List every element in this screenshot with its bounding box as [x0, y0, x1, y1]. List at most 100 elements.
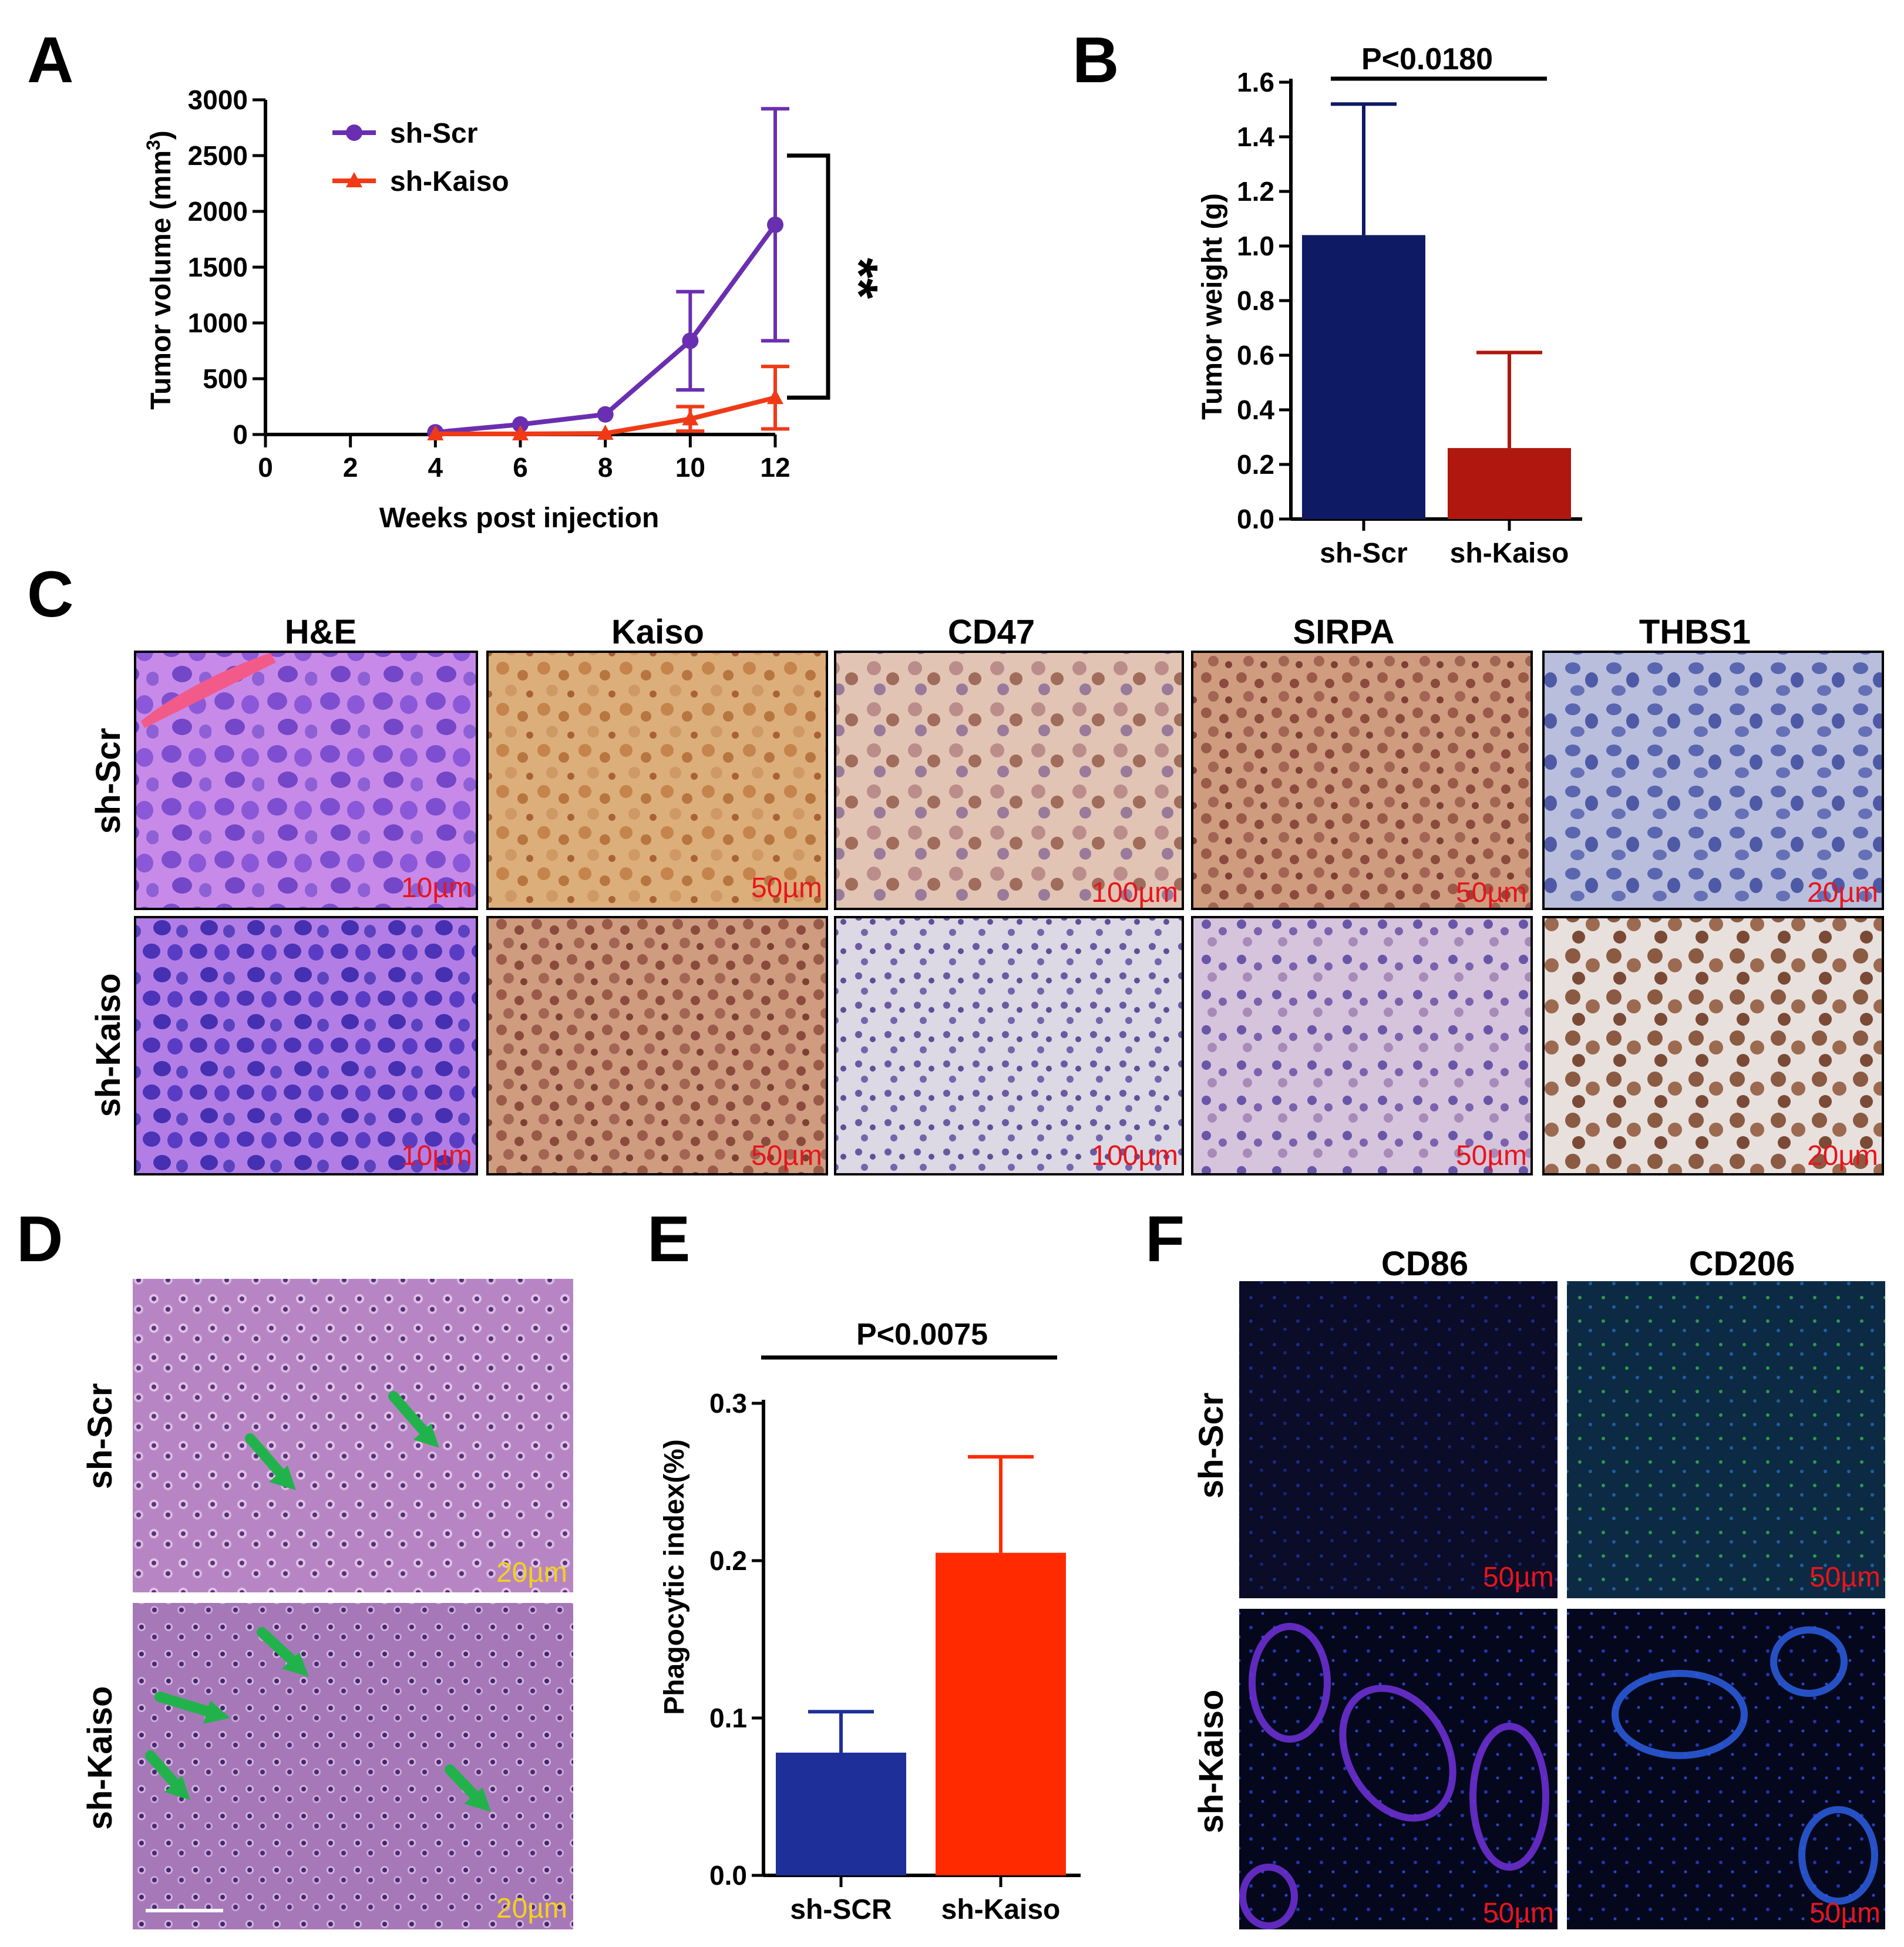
chart-b-ytick-label: 0.8 — [1237, 285, 1274, 316]
data-point — [512, 416, 529, 433]
bar-sh-Kaiso — [1448, 448, 1571, 519]
micrograph-he-sh-scr — [133, 1279, 573, 1592]
if-image-cd86-sh-kaiso — [1239, 1609, 1557, 1929]
chart-e-ytick-label: 0.2 — [709, 1545, 747, 1576]
he-arrow-panel: sh-Scr sh-Kaiso 20µm 20µm — [81, 1279, 573, 1929]
chart-a-ytick-label: 0 — [233, 419, 248, 450]
arrow-icon — [154, 1692, 216, 1717]
chart-b-ytick-label: 1.4 — [1237, 122, 1274, 152]
chart-a-xtick-label: 12 — [760, 452, 790, 483]
row-label-sh-kaiso: sh-Kaiso — [81, 1686, 119, 1830]
micrograph-sirpa-sh-scr — [1191, 651, 1533, 910]
tissue-structure — [1469, 1723, 1549, 1871]
micrograph-thbs1-sh-scr — [1542, 651, 1884, 910]
row-label-sh-scr: sh-Scr — [89, 728, 127, 834]
scale-label: 50µm — [751, 1140, 822, 1171]
significance-bracket — [787, 153, 830, 400]
chart-a-xlabel: Weeks post injection — [379, 503, 660, 534]
scale-label: 50µm — [1809, 1562, 1881, 1593]
data-point — [767, 216, 783, 233]
legend-marker — [346, 172, 362, 187]
series-line-sh-Scr — [435, 223, 778, 435]
scale-label: 100µm — [1091, 877, 1178, 908]
panel-label-e: E — [647, 1203, 690, 1275]
panel-label-f: F — [1145, 1203, 1185, 1275]
legend-label: sh-Kaiso — [390, 166, 509, 197]
data-point — [682, 332, 699, 349]
col-header-cd86: CD86 — [1381, 1245, 1468, 1283]
if-image-cd86-sh-scr — [1239, 1281, 1557, 1598]
tumor-weight-bar-chart: Tumor weight (g) P<0.0180 0.0 0.2 0.4 0.6 0.… — [1197, 42, 1582, 569]
category-label: sh-Scr — [1320, 538, 1407, 569]
panel-label-d: D — [16, 1203, 63, 1275]
chart-b-ylabel: Tumor weight (g) — [1197, 193, 1228, 420]
scale-label: 10µm — [401, 1140, 472, 1171]
scale-label: 20µm — [496, 1557, 567, 1588]
scale-label: 50µm — [1456, 877, 1527, 908]
chart-e-pvalue: P<0.0075 — [856, 1318, 988, 1352]
arrow-icon — [245, 1433, 286, 1479]
micrograph-kaiso-sh-scr — [486, 651, 828, 910]
chart-a-ytick-label: 3000 — [188, 85, 248, 115]
arrow-head-icon — [269, 1466, 296, 1490]
scale-label: 10µm — [401, 873, 472, 904]
tissue-structure — [1770, 1626, 1848, 1697]
tumor-volume-line-chart: Tumor volume (mm3) Weeks post injection … — [143, 85, 888, 534]
row-label-sh-scr: sh-Scr — [1192, 1393, 1230, 1499]
scale-label: 20µm — [496, 1893, 567, 1924]
scale-label: 50µm — [751, 873, 822, 904]
panel-label-a: A — [27, 24, 73, 96]
arrow-head-icon — [282, 1652, 309, 1677]
micrograph-he-sh-scr — [134, 651, 478, 910]
scale-label: 50µm — [1483, 1898, 1554, 1929]
arrow-icon — [145, 1750, 181, 1790]
chart-e-ytick-label: 0.3 — [709, 1388, 747, 1419]
data-point — [682, 410, 699, 426]
scale-label: 50µm — [1456, 1140, 1527, 1171]
data-point — [597, 425, 614, 440]
arrow-head-icon — [464, 1787, 491, 1812]
chart-a-xtick-label: 2 — [343, 452, 358, 483]
micrograph-cd47-sh-scr — [834, 651, 1184, 910]
tissue-structure — [1339, 1685, 1456, 1822]
chart-b-ytick-label: 0.0 — [1237, 504, 1274, 534]
col-header-cd206: CD206 — [1689, 1245, 1795, 1283]
arrow-head-icon — [203, 1700, 230, 1724]
micrograph-thbs1-sh-kaiso — [1542, 916, 1884, 1175]
phagocytic-index-bar-chart: Phagocytic index(%) P<0.0075 0.0 0.1 0.2 0.… — [659, 1318, 1081, 1925]
chart-a-xtick-label: 10 — [675, 452, 705, 483]
chart-a-ytick-label: 500 — [203, 363, 248, 394]
legend-marker — [346, 124, 362, 141]
chart-a-ytick-label: 2000 — [188, 196, 248, 227]
scale-label: 20µm — [1807, 1140, 1878, 1171]
chart-b-ytick-label: 1.0 — [1237, 231, 1274, 261]
col-header-he: H&E — [285, 613, 356, 651]
row-label-sh-scr: sh-Scr — [81, 1383, 119, 1490]
micrograph-kaiso-sh-kaiso — [486, 916, 828, 1175]
chart-a-ytick-label: 1000 — [188, 308, 248, 338]
scale-label: 100µm — [1091, 1140, 1178, 1171]
chart-e-ytick-label: 0.1 — [709, 1703, 747, 1733]
micrograph-he-sh-kaiso — [134, 916, 478, 1175]
chart-e-ylabel: Phagocytic index(%) — [659, 1439, 690, 1714]
chart-b-ytick-label: 0.2 — [1237, 449, 1274, 480]
chart-a-xtick-label: 4 — [428, 452, 443, 483]
chart-b-ytick-label: 0.4 — [1237, 395, 1274, 425]
data-point — [767, 389, 783, 405]
scale-label: 50µm — [1483, 1562, 1554, 1593]
micrograph-cd47-sh-kaiso — [834, 916, 1184, 1175]
chart-b-ytick-label: 1.6 — [1237, 67, 1274, 97]
micrograph-sirpa-sh-kaiso — [1191, 916, 1533, 1175]
chart-a-ylabel: Tumor volume (mm3) — [143, 130, 177, 410]
arrow-icon — [445, 1764, 481, 1802]
chart-a-ytick-label: 1500 — [188, 252, 248, 282]
tissue-structure — [1249, 1623, 1331, 1743]
if-image-cd206-sh-kaiso — [1567, 1609, 1885, 1929]
chart-b-ytick-label: 1.2 — [1237, 176, 1274, 207]
row-label-sh-kaiso: sh-Kaiso — [89, 974, 127, 1117]
tissue-structure — [1239, 1864, 1298, 1929]
chart-e-ytick-label: 0.0 — [709, 1860, 747, 1891]
row-label-sh-kaiso: sh-Kaiso — [1192, 1690, 1230, 1834]
legend-label: sh-Scr — [390, 118, 477, 149]
